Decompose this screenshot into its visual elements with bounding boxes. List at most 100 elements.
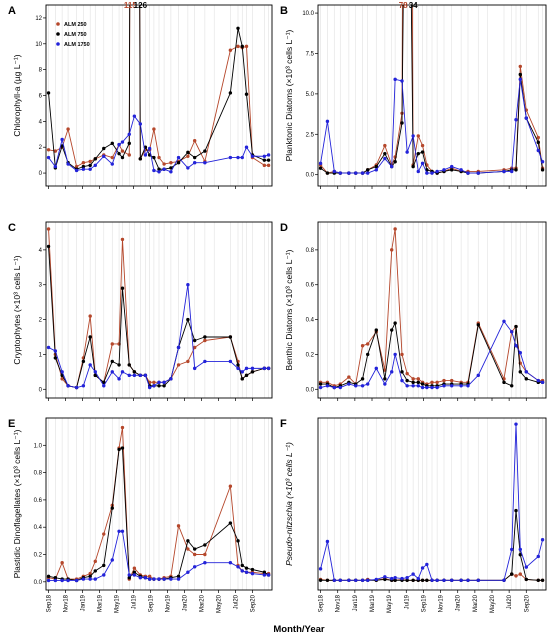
data-point <box>110 155 114 160</box>
y-tick-label: 0 <box>39 171 43 177</box>
data-point <box>120 370 125 374</box>
data-point <box>117 142 121 147</box>
data-point <box>93 569 97 573</box>
series-line-alm750 <box>48 447 269 581</box>
data-point <box>203 359 207 364</box>
data-point <box>66 127 70 131</box>
y-tick-label: 2.5 <box>306 132 315 138</box>
data-point <box>536 554 540 559</box>
data-point <box>393 578 397 582</box>
data-point <box>110 342 114 346</box>
data-point <box>53 164 58 169</box>
data-point <box>325 171 330 175</box>
data-point <box>132 114 137 118</box>
data-point <box>347 578 351 582</box>
data-point <box>416 384 420 388</box>
data-point <box>60 560 64 565</box>
data-point <box>244 566 249 570</box>
data-point <box>366 171 370 175</box>
data-point <box>400 576 404 581</box>
data-point <box>318 382 323 386</box>
panel-f: Sep18 Nov18 Jan19 Mar19 May19 Jul19 Sep19 Nov19… <box>280 417 547 613</box>
data-point <box>442 384 446 388</box>
data-point <box>502 169 506 174</box>
y-tick-label: 0 <box>39 387 43 393</box>
data-point <box>203 149 207 153</box>
x-tick-label: Mar20 <box>473 594 479 612</box>
data-point <box>374 577 378 582</box>
x-tick-label: Sep19 <box>421 594 427 612</box>
data-point <box>186 150 190 155</box>
data-point <box>459 168 463 172</box>
y-tick-label: 6 <box>39 94 43 100</box>
data-point <box>157 577 161 581</box>
data-point <box>514 574 518 578</box>
data-point <box>510 384 514 388</box>
y-tick-label: 1.0 <box>34 443 43 449</box>
x-tick-label: May19 <box>115 594 121 613</box>
data-point <box>366 168 370 172</box>
data-point <box>420 566 425 570</box>
data-point <box>127 576 131 580</box>
data-point <box>393 227 397 231</box>
data-point <box>176 345 181 350</box>
data-point <box>374 366 378 371</box>
data-point <box>88 167 92 171</box>
data-point <box>169 166 173 170</box>
data-point <box>88 574 92 579</box>
data-point <box>132 566 137 570</box>
data-point <box>518 350 522 355</box>
data-point <box>120 149 125 153</box>
data-point <box>266 163 271 168</box>
data-point <box>266 158 271 162</box>
data-point <box>228 521 233 525</box>
data-point <box>127 132 131 136</box>
data-point <box>110 506 114 510</box>
data-point <box>46 244 51 249</box>
x-tick-label: Sep19 <box>149 594 155 612</box>
plot-area <box>318 227 545 390</box>
legend-item: ALM 750 <box>64 32 87 38</box>
data-point <box>416 151 420 156</box>
data-point <box>540 578 545 582</box>
data-point <box>138 122 143 126</box>
series-line-alm1750 <box>320 78 543 174</box>
series-line-alm250 <box>48 427 269 580</box>
data-point <box>157 155 161 160</box>
data-point <box>88 363 92 367</box>
panel-frame <box>45 417 273 591</box>
data-point <box>93 157 97 161</box>
data-point <box>459 384 463 388</box>
data-point <box>476 171 480 175</box>
panel-frame <box>317 221 547 399</box>
data-point <box>157 380 161 385</box>
data-point <box>250 370 255 374</box>
series-line-alm750 <box>320 5 544 174</box>
data-point <box>411 377 415 381</box>
data-point <box>46 574 51 579</box>
y-tick-label: 0.4 <box>306 318 315 324</box>
data-point <box>186 283 190 287</box>
data-point <box>186 547 190 551</box>
data-point <box>383 382 387 386</box>
data-point <box>152 384 156 388</box>
x-tick-label: Jul20 <box>507 594 513 609</box>
data-point <box>338 171 342 175</box>
data-point <box>405 371 409 376</box>
data-point <box>186 166 190 170</box>
plot-area <box>318 5 545 175</box>
data-point <box>162 577 166 581</box>
x-tick-label: May20 <box>216 594 222 613</box>
y-tick-label: 0.0 <box>306 173 315 179</box>
data-point <box>318 385 323 390</box>
data-point <box>318 567 323 571</box>
data-point <box>236 565 240 569</box>
plot-area <box>318 422 545 582</box>
data-point <box>374 168 378 172</box>
data-point <box>366 352 370 357</box>
data-point <box>93 370 97 374</box>
data-point <box>143 373 148 378</box>
data-point <box>203 552 207 557</box>
data-point <box>176 155 181 160</box>
data-point <box>169 161 173 165</box>
